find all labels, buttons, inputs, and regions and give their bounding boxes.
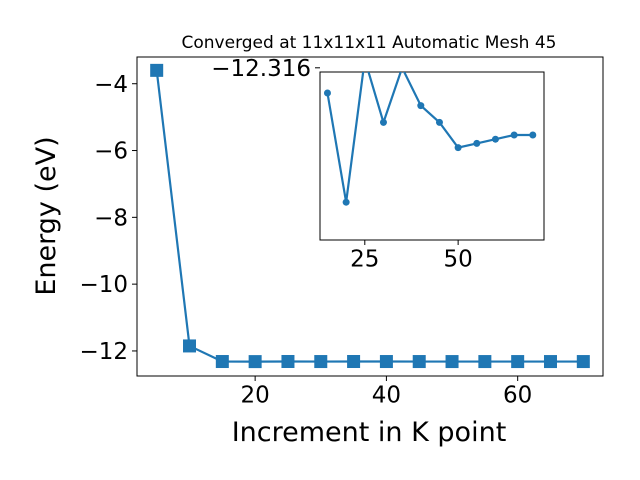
inset-axes-frame <box>319 71 545 241</box>
inset-x-tick-label: 50 <box>443 246 472 272</box>
main-data-point <box>215 355 229 369</box>
main-y-tick-label: −6 <box>94 139 128 165</box>
main-data-point <box>379 355 393 369</box>
inset-data-point <box>379 118 387 126</box>
main-data-point <box>445 355 459 369</box>
x-axis-label: Increment in K point <box>232 417 507 448</box>
main-data-point <box>511 355 525 369</box>
main-data-point <box>183 339 197 353</box>
inset-data-point <box>510 131 518 139</box>
main-data-point <box>281 354 295 368</box>
main-series-group <box>150 63 590 369</box>
inset-data-point <box>491 135 499 143</box>
main-data-point <box>150 63 164 77</box>
inset-data-point <box>417 102 425 110</box>
main-x-tick-label: 60 <box>503 382 532 408</box>
inset-data-point <box>342 198 350 206</box>
chart-title: Converged at 11x11x11 Automatic Mesh 45 <box>182 33 557 53</box>
inset-y-tick-label: −12.316 <box>211 56 311 82</box>
inset-data-point <box>454 144 462 152</box>
main-y-tick-label: −8 <box>94 205 128 231</box>
main-axes-frame <box>136 56 604 377</box>
inset-series-group <box>323 72 537 206</box>
main-data-point <box>314 355 328 369</box>
main-y-tick-label: −10 <box>79 272 128 298</box>
main-data-point <box>576 355 590 369</box>
main-plot: 20 40 60 −4 −6 −8 −10 −12 <box>79 56 604 408</box>
main-data-point <box>412 355 426 369</box>
inset-data-point <box>529 131 537 139</box>
inset-data-point <box>435 118 443 126</box>
main-data-point <box>347 355 361 369</box>
main-data-point <box>248 355 262 369</box>
main-y-tick-label: −4 <box>94 72 128 98</box>
y-axis-label: Energy (eV) <box>31 136 62 295</box>
main-data-point <box>478 355 492 369</box>
main-data-point <box>543 355 557 369</box>
main-x-tick-label: 40 <box>372 382 401 408</box>
main-x-tick-label: 20 <box>241 382 270 408</box>
inset-x-tick-label: 25 <box>350 246 379 272</box>
inset-data-point <box>323 89 331 97</box>
inset-data-point <box>473 139 481 147</box>
main-y-tick-label: −12 <box>79 339 128 365</box>
